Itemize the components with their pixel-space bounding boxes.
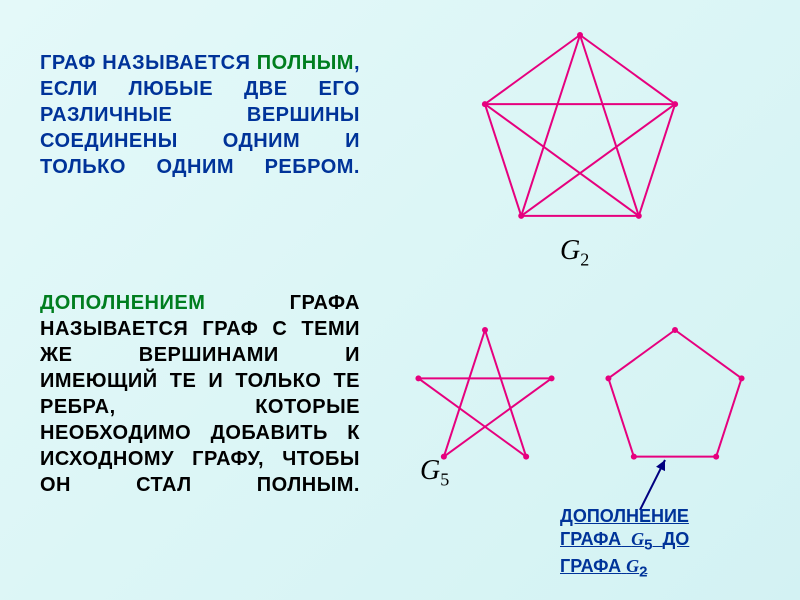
caption-g2: G bbox=[626, 556, 639, 576]
def2-term: ДОПОЛНЕНИЕМ bbox=[40, 292, 205, 314]
definition-complement: ДОПОЛНЕНИЕМ ГРАФА НАЗЫВАЕТСЯ ГРАФ С ТЕМИ… bbox=[40, 290, 360, 498]
caption-complement: ДОПОЛНЕНИЕ ГРАФА G5 ДО ГРАФА G2 bbox=[560, 505, 770, 583]
graph-k5-svg bbox=[430, 20, 730, 260]
label-g5-sub: 5 bbox=[440, 470, 449, 490]
label-g2: G2 bbox=[560, 235, 589, 271]
def1-pre: ГРАФ НАЗЫВАЕТСЯ bbox=[40, 52, 257, 74]
def1-term: ПОЛНЫМ bbox=[257, 52, 354, 74]
caption-l2b: ДО bbox=[662, 529, 689, 549]
label-g5-base: G bbox=[420, 455, 440, 486]
caption-g5-sub: 5 bbox=[644, 537, 652, 554]
caption-l2a: ГРАФА bbox=[560, 529, 621, 549]
caption-g2-sub: 2 bbox=[639, 564, 647, 581]
caption-l3: ГРАФА bbox=[560, 556, 621, 576]
definition-complete: ГРАФ НАЗЫВАЕТСЯ ПОЛНЫМ, ЕСЛИ ЛЮБЫЕ ДВЕ Е… bbox=[40, 50, 360, 180]
slide-frame: ГРАФ НАЗЫВАЕТСЯ ПОЛНЫМ, ЕСЛИ ЛЮБЫЕ ДВЕ Е… bbox=[0, 0, 800, 600]
caption-l1: ДОПОЛНЕНИЕ bbox=[560, 506, 689, 526]
graph-k5 bbox=[430, 20, 730, 260]
def2-post: ГРАФА НАЗЫВАЕТСЯ ГРАФ С ТЕМИ ЖЕ ВЕРШИНАМ… bbox=[40, 292, 360, 496]
label-g2-base: G bbox=[560, 235, 580, 266]
label-g5: G5 bbox=[420, 455, 449, 491]
graph-pentagon bbox=[580, 310, 770, 500]
label-g2-sub: 2 bbox=[580, 250, 589, 270]
caption-g5: G bbox=[631, 529, 644, 549]
graph-pentagon-svg bbox=[580, 310, 770, 500]
